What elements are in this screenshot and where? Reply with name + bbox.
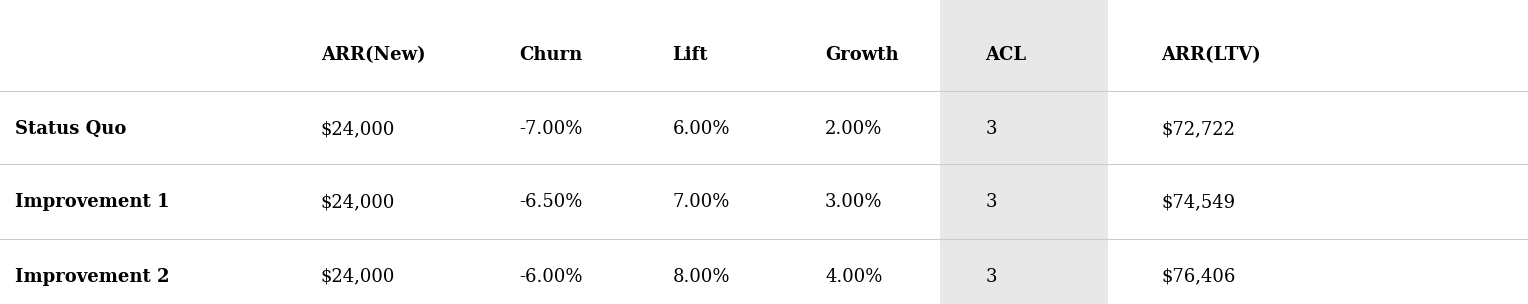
Text: -6.50%: -6.50% [520, 193, 582, 211]
Text: 4.00%: 4.00% [825, 268, 883, 286]
Text: 8.00%: 8.00% [672, 268, 730, 286]
Text: $24,000: $24,000 [321, 268, 396, 286]
Text: $72,722: $72,722 [1161, 120, 1235, 138]
Text: $24,000: $24,000 [321, 120, 396, 138]
Text: 3.00%: 3.00% [825, 193, 883, 211]
Text: $74,549: $74,549 [1161, 193, 1236, 211]
Text: Improvement 1: Improvement 1 [15, 193, 170, 211]
Text: Growth: Growth [825, 46, 898, 64]
Text: Status Quo: Status Quo [15, 120, 127, 138]
Text: ARR(LTV): ARR(LTV) [1161, 46, 1261, 64]
Text: 6.00%: 6.00% [672, 120, 730, 138]
Text: -6.00%: -6.00% [520, 268, 584, 286]
Text: $24,000: $24,000 [321, 193, 396, 211]
Text: Lift: Lift [672, 46, 707, 64]
FancyBboxPatch shape [940, 0, 1108, 304]
Text: 7.00%: 7.00% [672, 193, 730, 211]
Text: Churn: Churn [520, 46, 582, 64]
Text: ARR(New): ARR(New) [321, 46, 425, 64]
Text: 3: 3 [986, 120, 998, 138]
Text: $76,406: $76,406 [1161, 268, 1236, 286]
Text: 3: 3 [986, 268, 998, 286]
Text: ACL: ACL [986, 46, 1027, 64]
Text: -7.00%: -7.00% [520, 120, 582, 138]
Text: 3: 3 [986, 193, 998, 211]
Text: 2.00%: 2.00% [825, 120, 883, 138]
Text: Improvement 2: Improvement 2 [15, 268, 170, 286]
